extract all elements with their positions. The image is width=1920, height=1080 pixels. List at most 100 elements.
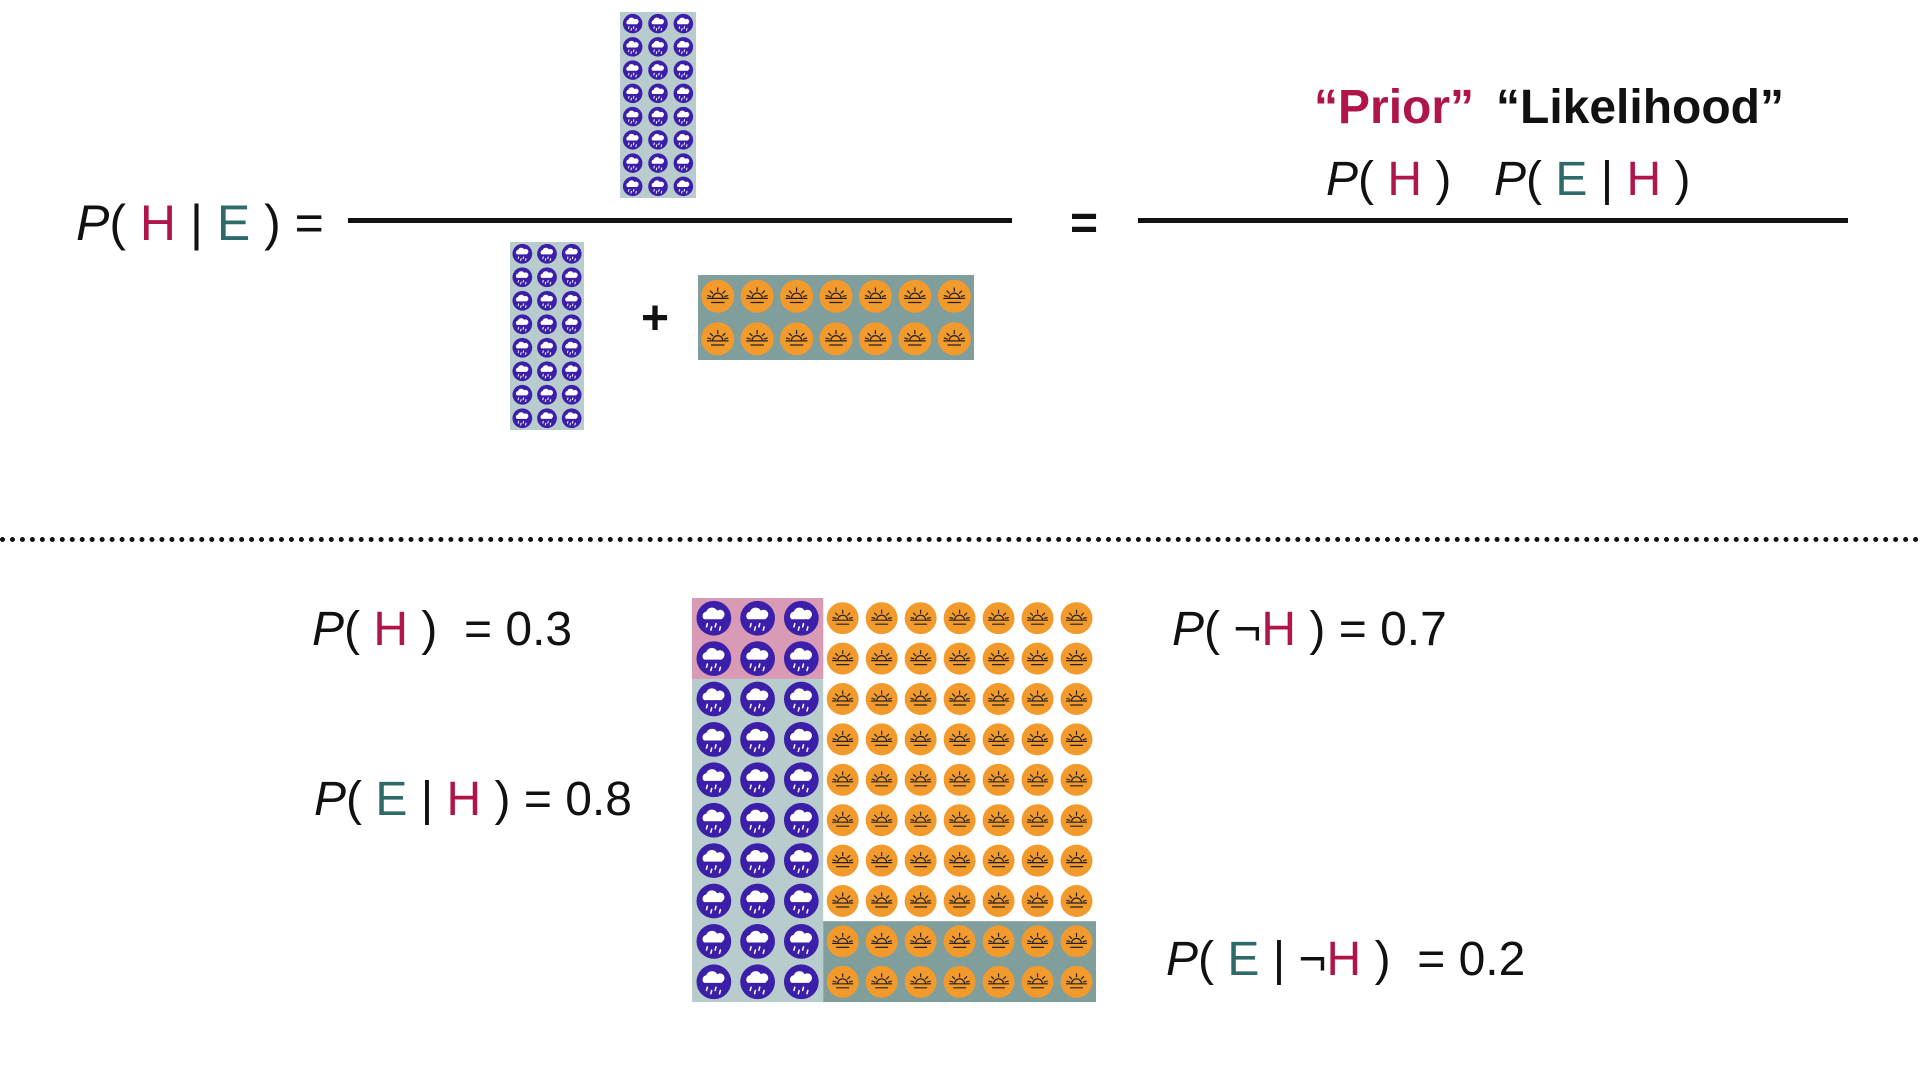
p-symbol: P [1326, 153, 1359, 206]
sun-icon [904, 925, 937, 958]
rain-cloud-icon [537, 314, 557, 335]
rain-cloud-icon [622, 37, 643, 57]
section-divider [0, 537, 1920, 542]
plus-sign: + [641, 292, 670, 345]
sun-icon [1060, 844, 1093, 877]
close-paren: ) [494, 773, 511, 826]
sun-icon [1060, 925, 1093, 958]
rain-cloud-icon [561, 290, 582, 311]
rain-cloud-icon [537, 408, 557, 429]
evidence-symbol: E [1227, 933, 1260, 986]
rain-cloud-icon [673, 106, 694, 127]
right-equals-sign: = [1070, 197, 1099, 250]
close-paren: ) [1309, 603, 1326, 656]
rain-cloud-icon [512, 361, 533, 382]
rain-cloud-icon [512, 408, 533, 429]
stat-value: = 0.2 [1417, 933, 1526, 986]
close-paren: ) [1435, 153, 1452, 206]
rain-cloud-icon [648, 13, 668, 34]
equals-sign: = [294, 195, 324, 251]
sun-icon [780, 322, 814, 356]
rain-cloud-icon [648, 37, 668, 57]
given-bar: | [420, 773, 434, 826]
numerator-p-e-given-h: P( E | H ) [1494, 156, 1691, 204]
sun-icon [858, 279, 892, 313]
right-fraction-bar [1138, 218, 1848, 223]
rain-cloud-icon [696, 883, 732, 919]
rain-cloud-icon [783, 843, 819, 878]
p-symbol: P [1494, 153, 1527, 206]
rain-cloud-icon [783, 722, 819, 757]
rain-cloud-icon [561, 243, 582, 264]
sun-icon [865, 965, 898, 998]
rain-cloud-icon [740, 762, 775, 798]
close-paren: ) [264, 195, 281, 251]
sun-icon [865, 723, 898, 756]
sun-icon [943, 683, 976, 715]
p-symbol: P [312, 603, 345, 656]
sun-icon [943, 925, 976, 958]
sun-icon [937, 322, 971, 356]
rain-cloud-icon [783, 641, 819, 676]
rain-cloud-icon [696, 843, 732, 878]
not-symbol: ¬ [1298, 933, 1327, 986]
sun-icon [1021, 602, 1054, 635]
likelihood-label: “Likelihood” [1496, 81, 1784, 134]
rain-cloud-icon [561, 314, 582, 335]
rain-cloud-icon [696, 681, 732, 717]
p-symbol: P [1166, 933, 1199, 986]
sun-icon [826, 885, 859, 917]
sun-icon [904, 602, 937, 635]
open-paren: ( [346, 773, 362, 826]
rain-cloud-icon [537, 267, 557, 288]
rain-cloud-icon [740, 722, 775, 757]
lhs-expression: P( H | E ) = [76, 198, 324, 248]
rain-cloud-icon [740, 843, 775, 878]
sun-icon [1060, 723, 1093, 756]
sun-icon [1060, 683, 1093, 715]
sun-icon [1060, 804, 1093, 837]
sun-icon [982, 925, 1015, 958]
sun-icon [982, 602, 1015, 635]
close-paren: ) [421, 603, 438, 656]
rain-cloud-icon [740, 681, 775, 717]
sun-icon [982, 723, 1015, 756]
rain-cloud-icon [673, 60, 694, 80]
rain-cloud-icon [783, 964, 819, 1000]
sun-icon [826, 602, 859, 635]
open-paren: ( [1204, 603, 1220, 656]
sun-icon [826, 683, 859, 715]
stat-p-h: P( H ) = 0.3 [312, 606, 572, 654]
rain-cloud-icon [561, 337, 582, 358]
rain-cloud-icon [673, 83, 694, 104]
rain-cloud-icon [622, 13, 643, 34]
sun-icon [865, 602, 898, 635]
stat-value: = 0.8 [523, 773, 632, 826]
rain-cloud-icon [561, 384, 582, 405]
rain-cloud-icon [696, 600, 732, 636]
rain-cloud-icon [622, 83, 643, 104]
open-paren: ( [109, 195, 127, 251]
sun-icon [937, 279, 971, 313]
rain-cloud-icon [512, 267, 533, 288]
sun-icon [865, 885, 898, 917]
rain-cloud-icon [648, 106, 668, 127]
sun-icon [904, 723, 937, 756]
given-bar: | [1600, 153, 1614, 206]
sun-icon [819, 322, 853, 356]
numerator-p-h: P( H ) [1326, 156, 1451, 204]
sun-icon [904, 844, 937, 877]
sun-icon [982, 683, 1015, 715]
prior-label: “Prior” [1314, 81, 1475, 134]
rain-cloud-icon [622, 130, 643, 150]
sun-icon [943, 965, 976, 998]
sun-icon [982, 763, 1015, 796]
sun-icon [943, 804, 976, 837]
sun-icon [904, 683, 937, 715]
sun-icon [865, 844, 898, 877]
close-paren: ) [1374, 933, 1391, 986]
left-fraction-bar [348, 218, 1012, 223]
sun-icon [904, 804, 937, 837]
sun-icon [1021, 965, 1054, 998]
numerator-rain-grid [622, 13, 694, 197]
